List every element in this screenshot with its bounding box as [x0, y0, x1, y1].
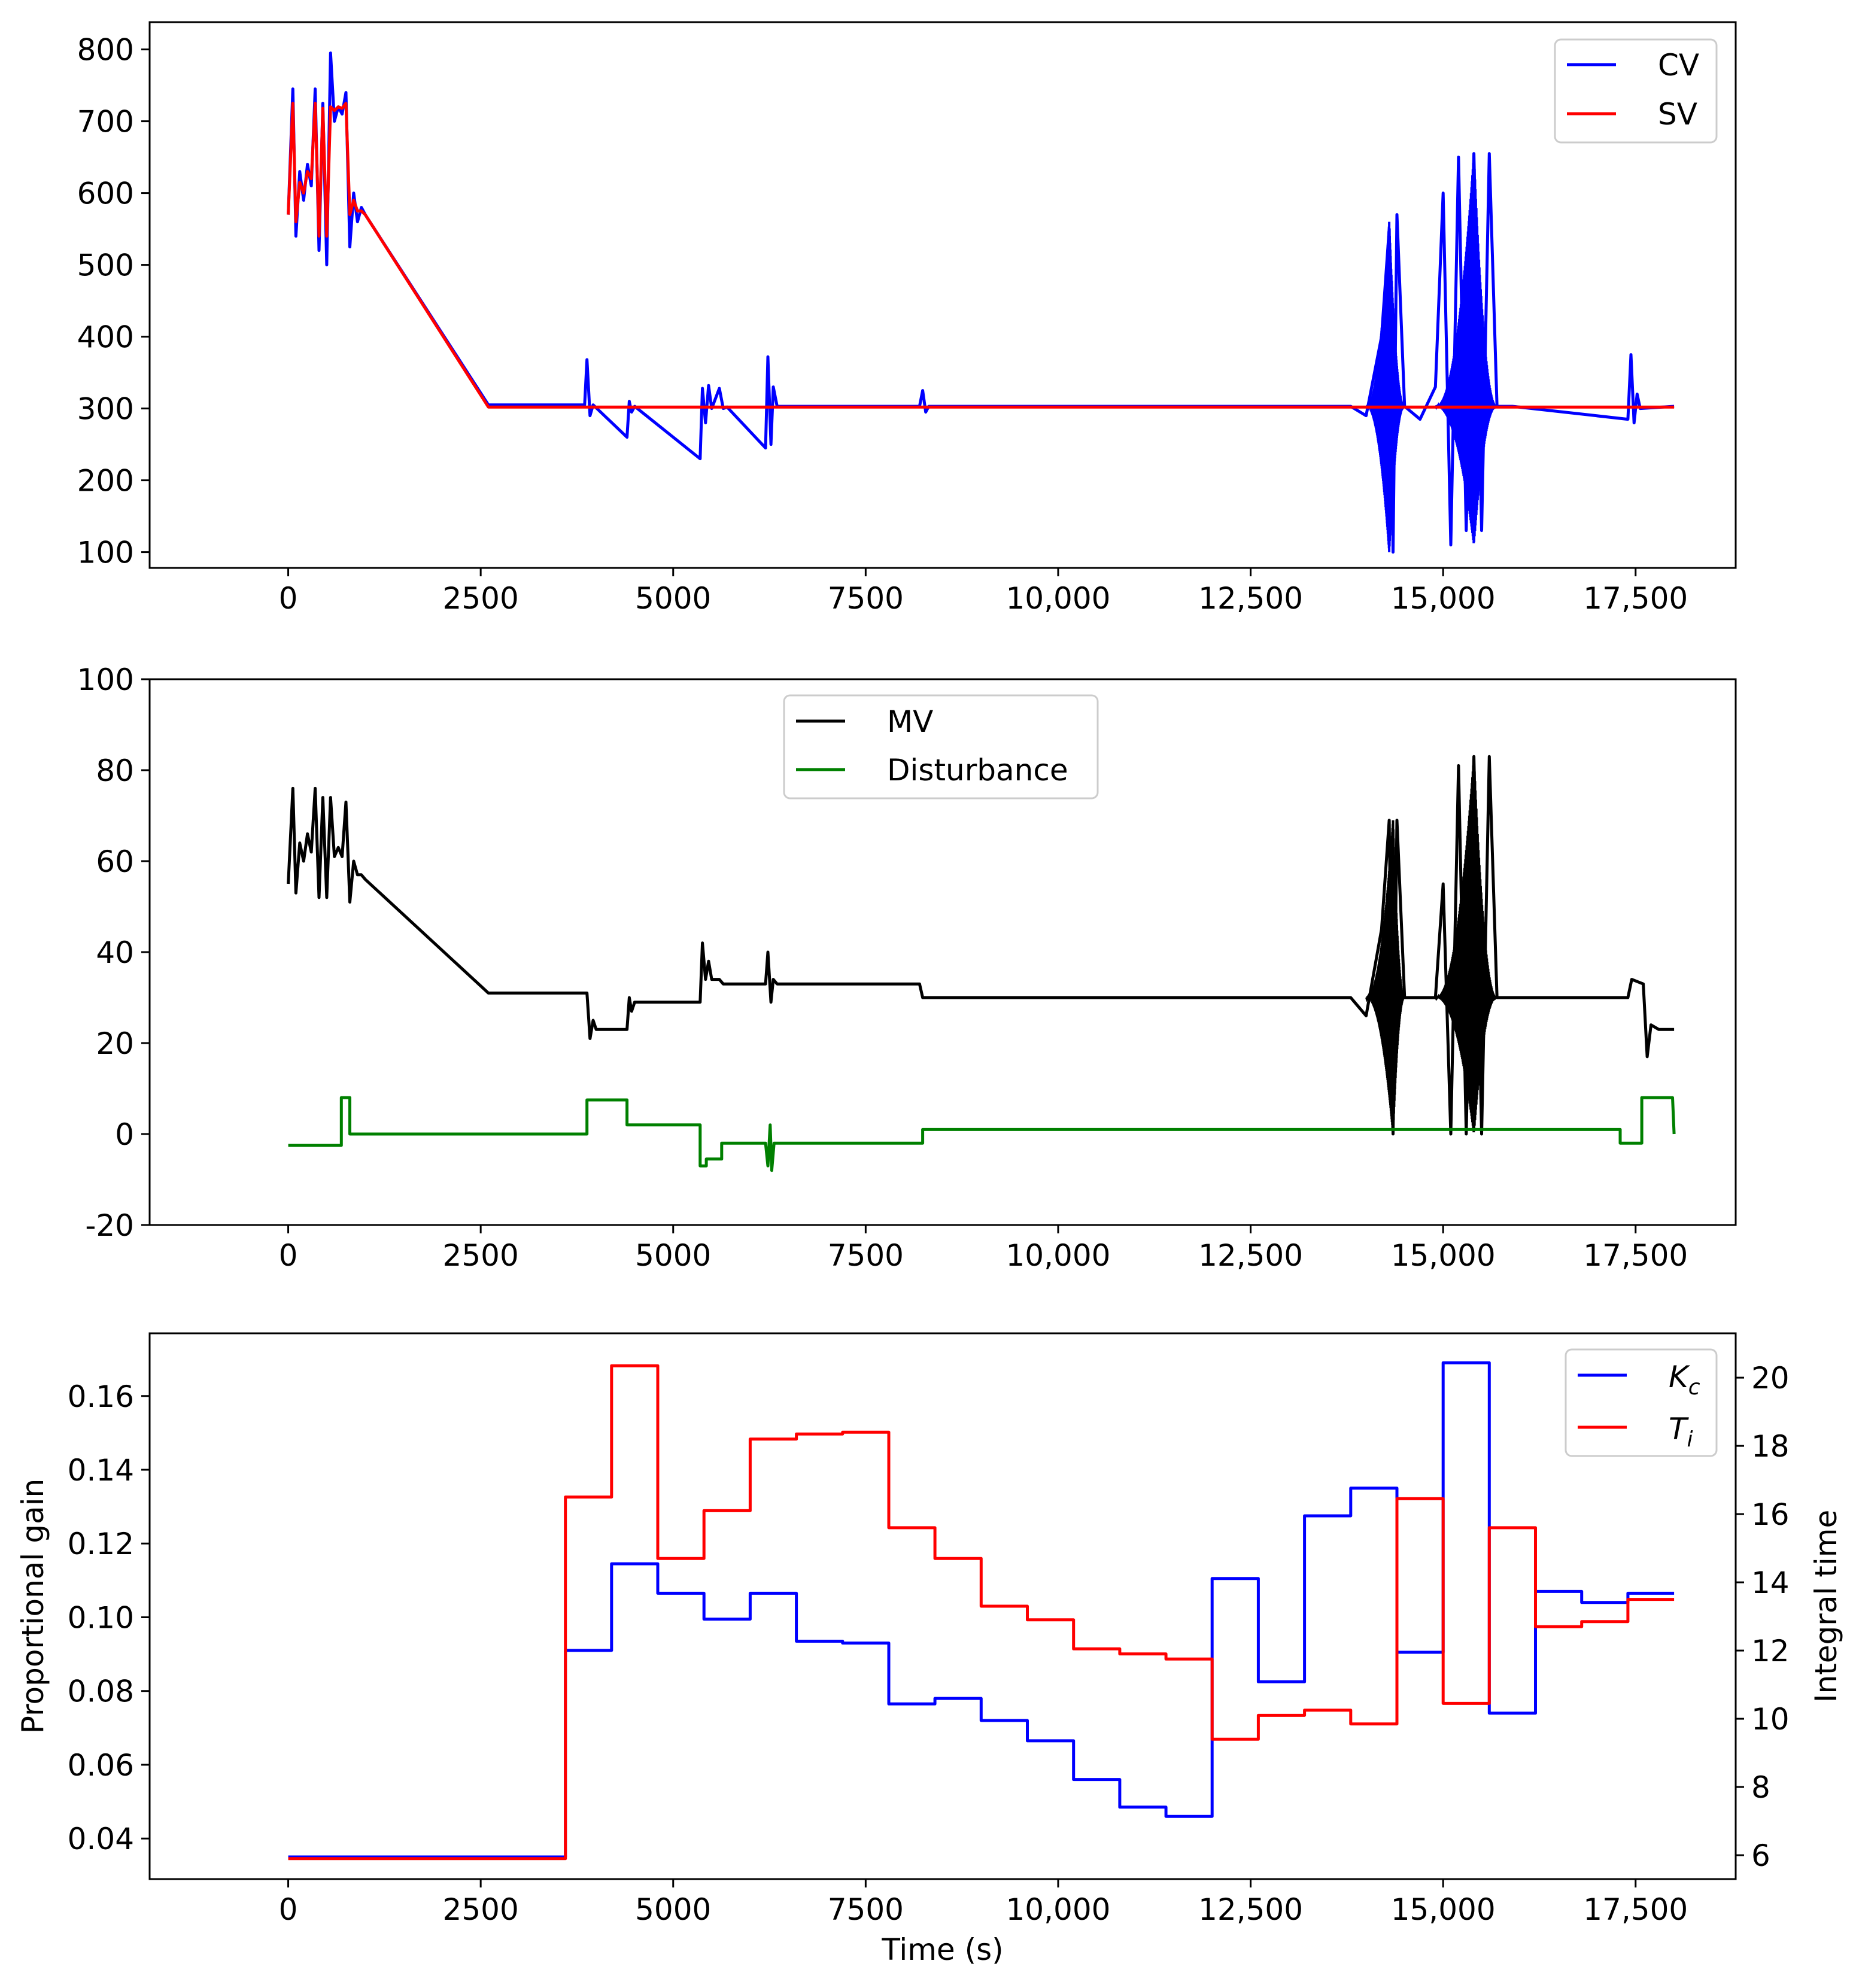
x-tick-label: 12,500 — [1198, 581, 1303, 616]
panel-2-y-axis: -20 0 20 40 60 80 100 — [77, 662, 150, 1243]
legend-label-kc-main: K — [1669, 1360, 1691, 1394]
x-tick-label: 7500 — [828, 581, 904, 616]
x-tick-label: 15,000 — [1391, 581, 1496, 616]
legend-label-disturbance: Disturbance — [887, 753, 1068, 788]
x-tick-label: 10,000 — [1006, 1238, 1110, 1273]
y-tick-label: 800 — [77, 33, 134, 68]
x-tick-label: 2500 — [443, 1892, 519, 1927]
panel-1-y-axis: 100 200 300 400 500 600 700 800 — [77, 33, 150, 570]
legend-label-cv: CV — [1658, 48, 1699, 83]
panel-1-plot-area — [287, 51, 1675, 554]
y-tick-label: 0.12 — [68, 1527, 134, 1561]
panel-3-x-axis-label: Time (s) — [881, 1932, 1003, 1967]
y-tick-label: 40 — [96, 935, 134, 970]
y-tick-label: 0.08 — [68, 1674, 134, 1709]
panel-3-y-axis-label-left: Proportional gain — [16, 1479, 50, 1734]
y-right-tick-label: 10 — [1751, 1702, 1790, 1737]
panel-2-legend: MV Disturbance — [783, 694, 1099, 800]
x-tick-label: 7500 — [828, 1238, 904, 1273]
y-right-tick-label: 16 — [1751, 1497, 1790, 1532]
y-right-tick-label: 6 — [1751, 1838, 1770, 1873]
y-tick-label: 300 — [77, 392, 134, 427]
x-tick-label: 17,500 — [1583, 1892, 1688, 1927]
legend-label-ti: Ti — [1669, 1412, 1693, 1452]
x-tick-label: 17,500 — [1583, 581, 1688, 616]
x-tick-label: 0 — [279, 1892, 298, 1927]
panel-3-plot-area — [288, 1361, 1675, 1861]
x-tick-label: 15,000 — [1391, 1892, 1496, 1927]
y-tick-label: 80 — [96, 753, 134, 788]
x-tick-label: 17,500 — [1583, 1238, 1688, 1273]
y-tick-label: 0.06 — [68, 1748, 134, 1783]
y-tick-label: 400 — [77, 320, 134, 355]
x-tick-label: 2500 — [443, 1238, 519, 1273]
legend-label-kc-sub: c — [1688, 1375, 1700, 1400]
series-disturbance-line — [288, 1096, 1676, 1172]
chart-panel-3: 0 2500 5000 7500 10,000 12,500 15,000 17,500 0.… — [16, 1332, 1843, 1967]
x-tick-label: 15,000 — [1391, 1238, 1496, 1273]
y-right-tick-label: 8 — [1751, 1770, 1770, 1805]
series-mv-oscillation — [1365, 820, 1406, 1135]
y-tick-label: 600 — [77, 177, 134, 211]
series-cv-line — [287, 51, 1675, 554]
y-tick-label: 0.04 — [68, 1822, 134, 1856]
panel-3-legend: Kc Ti — [1565, 1348, 1718, 1457]
x-tick-label: 5000 — [635, 581, 711, 616]
x-tick-label: 12,500 — [1198, 1238, 1303, 1273]
y-tick-label: 0.16 — [68, 1379, 134, 1414]
panel-3-frame — [148, 1332, 1737, 1880]
x-tick-label: 5000 — [635, 1892, 711, 1927]
panel-2-x-axis: 0 2500 5000 7500 10,000 12,500 15,000 17,500 — [279, 1225, 1688, 1273]
legend-label-sv: SV — [1658, 97, 1697, 132]
x-tick-label: 0 — [279, 581, 298, 616]
x-tick-label: 0 — [279, 1238, 298, 1273]
x-tick-label: 12,500 — [1198, 1892, 1303, 1927]
y-tick-label: 200 — [77, 464, 134, 498]
series-sv-line — [287, 102, 1675, 409]
panel-2-plot-area — [287, 755, 1676, 1172]
y-tick-label: 0.10 — [68, 1600, 134, 1635]
series-ti-line — [288, 1364, 1675, 1861]
x-tick-label: 10,000 — [1006, 1892, 1110, 1927]
panel-1-frame — [148, 21, 1737, 569]
y-tick-label: 20 — [96, 1026, 134, 1061]
panel-3-y-axis-left: 0.04 0.06 0.08 0.10 0.12 0.14 0.16 — [68, 1379, 150, 1856]
y-tick-label: 0.14 — [68, 1453, 134, 1488]
x-tick-label: 10,000 — [1006, 581, 1110, 616]
chart-panel-1: 0 2500 5000 7500 10,000 12,500 15,000 17,500 10… — [77, 21, 1737, 616]
y-tick-label: 100 — [77, 536, 134, 570]
y-tick-label: 100 — [77, 662, 134, 697]
legend-label-kc: Kc — [1669, 1360, 1700, 1400]
x-tick-label: 2500 — [443, 581, 519, 616]
panel-3-y-axis-right: 6 8 10 12 14 16 18 20 — [1736, 1361, 1790, 1873]
y-right-tick-label: 14 — [1751, 1566, 1790, 1600]
legend-label-mv: MV — [887, 704, 933, 739]
y-right-tick-label: 18 — [1751, 1429, 1790, 1464]
y-right-tick-label: 12 — [1751, 1634, 1790, 1668]
chart-panel-2: 0 2500 5000 7500 10,000 12,500 15,000 17,500 -2… — [77, 662, 1737, 1273]
y-right-tick-label: 20 — [1751, 1361, 1790, 1396]
legend-label-ti-main: T — [1669, 1412, 1689, 1446]
panel-3-x-axis: 0 2500 5000 7500 10,000 12,500 15,000 17,500 — [279, 1879, 1688, 1927]
y-tick-label: 60 — [96, 844, 134, 879]
y-tick-label: 0 — [115, 1117, 134, 1152]
y-tick-label: 700 — [77, 105, 134, 139]
panel-3-y-axis-label-right: Integral time — [1809, 1510, 1843, 1703]
x-tick-label: 5000 — [635, 1238, 711, 1273]
legend-label-ti-sub: i — [1687, 1427, 1693, 1452]
x-tick-label: 7500 — [828, 1892, 904, 1927]
y-tick-label: -20 — [85, 1208, 134, 1243]
series-cv-oscillation — [1365, 221, 1405, 552]
panel-1-legend: CV SV — [1554, 38, 1718, 144]
y-tick-label: 500 — [77, 248, 134, 283]
series-mv-line — [287, 755, 1675, 1136]
panel-1-x-axis: 0 2500 5000 7500 10,000 12,500 15,000 17,500 — [279, 568, 1688, 616]
series-kc-line — [288, 1361, 1675, 1859]
